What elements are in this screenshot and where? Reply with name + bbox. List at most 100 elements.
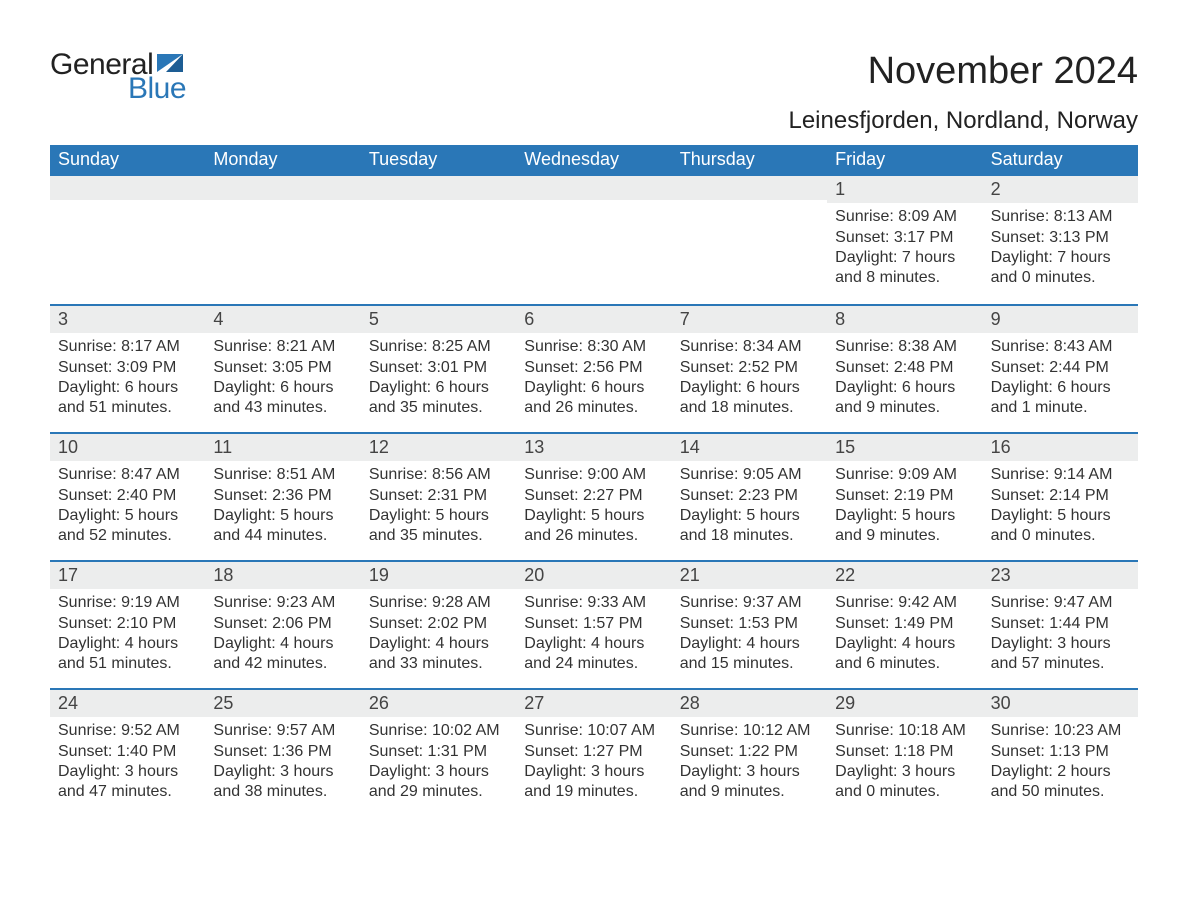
- day-of-week-header: SundayMondayTuesdayWednesdayThursdayFrid…: [50, 145, 1138, 176]
- sunrise-line: Sunrise: 9:00 AM: [524, 465, 663, 485]
- day-number: 24: [50, 690, 205, 717]
- day-number: 26: [361, 690, 516, 717]
- sunrise-line: Sunrise: 8:21 AM: [213, 337, 352, 357]
- sunrise-line: Sunrise: 10:18 AM: [835, 721, 974, 741]
- logo: General Blue: [50, 50, 186, 104]
- month-title: November 2024: [788, 50, 1138, 93]
- day-number: 13: [516, 434, 671, 461]
- day-cell: [50, 176, 205, 304]
- sunrise-line: Sunrise: 8:51 AM: [213, 465, 352, 485]
- dow-cell: Friday: [827, 145, 982, 176]
- sunset-line: Sunset: 1:27 PM: [524, 742, 663, 762]
- sunrise-line: Sunrise: 10:07 AM: [524, 721, 663, 741]
- day-number: 29: [827, 690, 982, 717]
- daylight-line: Daylight: 5 hours and 26 minutes.: [524, 506, 663, 547]
- sunrise-line: Sunrise: 8:56 AM: [369, 465, 508, 485]
- day-cell: 16Sunrise: 9:14 AMSunset: 2:14 PMDayligh…: [983, 434, 1138, 560]
- daylight-line: Daylight: 5 hours and 0 minutes.: [991, 506, 1130, 547]
- day-number: 1: [827, 176, 982, 203]
- sunrise-line: Sunrise: 9:23 AM: [213, 593, 352, 613]
- day-number: 2: [983, 176, 1138, 203]
- daylight-line: Daylight: 4 hours and 24 minutes.: [524, 634, 663, 675]
- sunset-line: Sunset: 1:13 PM: [991, 742, 1130, 762]
- sunrise-line: Sunrise: 8:30 AM: [524, 337, 663, 357]
- daylight-line: Daylight: 4 hours and 33 minutes.: [369, 634, 508, 675]
- day-cell: 6Sunrise: 8:30 AMSunset: 2:56 PMDaylight…: [516, 306, 671, 432]
- title-block: November 2024 Leinesfjorden, Nordland, N…: [788, 50, 1138, 135]
- day-cell: 15Sunrise: 9:09 AMSunset: 2:19 PMDayligh…: [827, 434, 982, 560]
- sunset-line: Sunset: 3:13 PM: [991, 228, 1130, 248]
- day-cell: 24 Sunrise: 9:52 AMSunset: 1:40 PMDayligh…: [50, 690, 205, 816]
- sunset-line: Sunset: 2:27 PM: [524, 486, 663, 506]
- sunset-line: Sunset: 2:31 PM: [369, 486, 508, 506]
- day-cell: 5Sunrise: 8:25 AMSunset: 3:01 PMDaylight…: [361, 306, 516, 432]
- daylight-line: Daylight: 3 hours and 57 minutes.: [991, 634, 1130, 675]
- day-number: 20: [516, 562, 671, 589]
- daylight-line: Daylight: 5 hours and 18 minutes.: [680, 506, 819, 547]
- day-cell: 18Sunrise: 9:23 AMSunset: 2:06 PMDayligh…: [205, 562, 360, 688]
- day-number: 27: [516, 690, 671, 717]
- day-number: 30: [983, 690, 1138, 717]
- sunrise-line: Sunrise: 9:37 AM: [680, 593, 819, 613]
- sunrise-line: Sunrise: 8:34 AM: [680, 337, 819, 357]
- sunset-line: Sunset: 2:10 PM: [58, 614, 197, 634]
- sunrise-line: Sunrise: 9:52 AM: [58, 721, 197, 741]
- day-number: 22: [827, 562, 982, 589]
- daylight-line: Daylight: 6 hours and 26 minutes.: [524, 378, 663, 419]
- day-number: 3: [50, 306, 205, 333]
- day-cell: [672, 176, 827, 304]
- day-cell: 10Sunrise: 8:47 AMSunset: 2:40 PMDayligh…: [50, 434, 205, 560]
- sunset-line: Sunset: 2:48 PM: [835, 358, 974, 378]
- day-cell: 12Sunrise: 8:56 AMSunset: 2:31 PMDayligh…: [361, 434, 516, 560]
- day-cell: [205, 176, 360, 304]
- daylight-line: Daylight: 5 hours and 9 minutes.: [835, 506, 974, 547]
- sunrise-line: Sunrise: 8:25 AM: [369, 337, 508, 357]
- sunset-line: Sunset: 2:06 PM: [213, 614, 352, 634]
- day-number: [50, 176, 205, 200]
- dow-cell: Saturday: [983, 145, 1138, 176]
- day-cell: 19Sunrise: 9:28 AMSunset: 2:02 PMDayligh…: [361, 562, 516, 688]
- daylight-line: Daylight: 6 hours and 9 minutes.: [835, 378, 974, 419]
- day-number: 6: [516, 306, 671, 333]
- day-cell: 20Sunrise: 9:33 AMSunset: 1:57 PMDayligh…: [516, 562, 671, 688]
- sunrise-line: Sunrise: 8:43 AM: [991, 337, 1130, 357]
- day-cell: 17Sunrise: 9:19 AMSunset: 2:10 PMDayligh…: [50, 562, 205, 688]
- day-cell: 25Sunrise: 9:57 AMSunset: 1:36 PMDayligh…: [205, 690, 360, 816]
- daylight-line: Daylight: 7 hours and 0 minutes.: [991, 248, 1130, 289]
- sunrise-line: Sunrise: 8:47 AM: [58, 465, 197, 485]
- sunrise-line: Sunrise: 8:17 AM: [58, 337, 197, 357]
- day-number: [361, 176, 516, 200]
- day-cell: 1Sunrise: 8:09 AMSunset: 3:17 PMDaylight…: [827, 176, 982, 304]
- location: Leinesfjorden, Nordland, Norway: [788, 107, 1138, 135]
- week-row: 1Sunrise: 8:09 AMSunset: 3:17 PMDaylight…: [50, 176, 1138, 304]
- sunset-line: Sunset: 3:09 PM: [58, 358, 197, 378]
- sunrise-line: Sunrise: 8:38 AM: [835, 337, 974, 357]
- sunrise-line: Sunrise: 9:33 AM: [524, 593, 663, 613]
- dow-cell: Wednesday: [516, 145, 671, 176]
- sunrise-line: Sunrise: 9:19 AM: [58, 593, 197, 613]
- logo-text-blue: Blue: [128, 74, 186, 104]
- day-cell: [516, 176, 671, 304]
- day-number: 18: [205, 562, 360, 589]
- daylight-line: Daylight: 6 hours and 1 minute.: [991, 378, 1130, 419]
- calendar: SundayMondayTuesdayWednesdayThursdayFrid…: [50, 145, 1138, 816]
- day-cell: 9Sunrise: 8:43 AMSunset: 2:44 PMDaylight…: [983, 306, 1138, 432]
- daylight-line: Daylight: 6 hours and 18 minutes.: [680, 378, 819, 419]
- week-row: 3Sunrise: 8:17 AMSunset: 3:09 PMDaylight…: [50, 304, 1138, 432]
- day-number: 16: [983, 434, 1138, 461]
- sunset-line: Sunset: 3:17 PM: [835, 228, 974, 248]
- day-number: 17: [50, 562, 205, 589]
- daylight-line: Daylight: 3 hours and 47 minutes.: [58, 762, 197, 803]
- sunset-line: Sunset: 2:36 PM: [213, 486, 352, 506]
- daylight-line: Daylight: 6 hours and 51 minutes.: [58, 378, 197, 419]
- sunrise-line: Sunrise: 10:12 AM: [680, 721, 819, 741]
- day-cell: 27Sunrise: 10:07 AMSunset: 1:27 PMDaylig…: [516, 690, 671, 816]
- daylight-line: Daylight: 6 hours and 35 minutes.: [369, 378, 508, 419]
- day-number: [516, 176, 671, 200]
- day-cell: 7Sunrise: 8:34 AMSunset: 2:52 PMDaylight…: [672, 306, 827, 432]
- sunset-line: Sunset: 1:40 PM: [58, 742, 197, 762]
- day-number: 28: [672, 690, 827, 717]
- daylight-line: Daylight: 5 hours and 35 minutes.: [369, 506, 508, 547]
- daylight-line: Daylight: 3 hours and 0 minutes.: [835, 762, 974, 803]
- sunrise-line: Sunrise: 9:28 AM: [369, 593, 508, 613]
